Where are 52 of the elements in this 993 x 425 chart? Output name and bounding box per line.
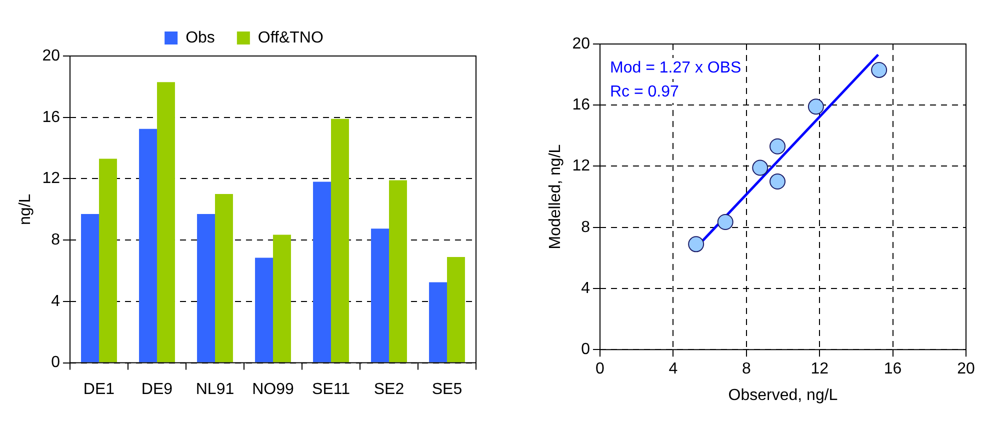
x-tick-label: DE1 bbox=[83, 380, 115, 398]
point bbox=[770, 174, 786, 190]
y-tick-label: 8 bbox=[581, 218, 590, 236]
bar bbox=[447, 256, 465, 362]
x-axis-title: Observed, ng/L bbox=[728, 386, 838, 404]
y-tick-label: 20 bbox=[42, 47, 60, 64]
bar bbox=[197, 214, 215, 362]
y-tick-label: 12 bbox=[572, 158, 590, 175]
y-tick-label: 16 bbox=[42, 108, 60, 126]
y-axis-title: ng/L bbox=[17, 194, 34, 225]
bar bbox=[215, 194, 233, 362]
bar bbox=[429, 282, 447, 362]
legend-label: Obs bbox=[186, 29, 215, 46]
x-tick-label: SE11 bbox=[312, 380, 350, 398]
bar bbox=[98, 158, 117, 362]
x-tick-label: 8 bbox=[742, 360, 751, 378]
point bbox=[717, 214, 734, 230]
bar bbox=[331, 118, 349, 362]
bar bbox=[371, 228, 389, 362]
x-tick-label: 0 bbox=[596, 360, 605, 378]
y-axis-title: Modelled, ng/L bbox=[547, 144, 564, 250]
bar bbox=[313, 182, 331, 362]
legend-label: Off&TNO bbox=[258, 29, 324, 46]
bar bbox=[255, 258, 273, 362]
y-tick-label: 4 bbox=[51, 292, 60, 310]
x-tick-label: 16 bbox=[884, 360, 902, 378]
point bbox=[871, 62, 888, 78]
y-tick-label: 16 bbox=[572, 96, 590, 114]
bar bbox=[157, 82, 175, 362]
bar bbox=[139, 128, 157, 362]
y-tick-label: 0 bbox=[581, 341, 590, 358]
y-tick-label: 4 bbox=[581, 280, 590, 297]
bar bbox=[81, 214, 99, 362]
x-tick-label: 12 bbox=[810, 360, 829, 378]
x-tick-label: NL91 bbox=[196, 380, 234, 398]
x-tick-label: 20 bbox=[957, 360, 975, 378]
x-tick-label: DE9 bbox=[141, 380, 173, 398]
point bbox=[752, 160, 768, 176]
x-tick-label: SE5 bbox=[432, 380, 462, 398]
y-tick-label: 12 bbox=[42, 170, 60, 188]
bar bbox=[389, 180, 407, 362]
bar bbox=[273, 234, 291, 362]
point bbox=[770, 138, 786, 154]
point bbox=[808, 98, 824, 115]
x-tick-label: SE2 bbox=[374, 380, 404, 398]
x-tick-label: NO99 bbox=[252, 380, 294, 398]
point bbox=[688, 236, 704, 252]
x-tick-label: 4 bbox=[668, 360, 678, 378]
annotation: Rc = 0.97 bbox=[610, 83, 680, 100]
annotation: Mod = 1.27 x OBS bbox=[610, 59, 742, 76]
y-tick-label: 8 bbox=[51, 231, 60, 248]
y-tick-label: 20 bbox=[572, 35, 590, 52]
